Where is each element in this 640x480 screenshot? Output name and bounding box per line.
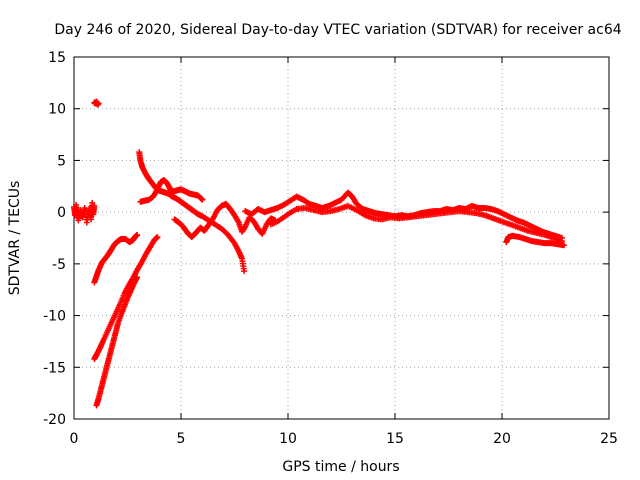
segment-parallel-lower <box>267 202 565 245</box>
segment-arc-upper <box>91 231 141 286</box>
segment-early-block <box>71 199 98 226</box>
data-point <box>134 274 141 281</box>
segment-mid-dip <box>171 200 279 240</box>
y-tick-label: -20 <box>43 412 66 428</box>
data-point <box>241 268 248 275</box>
x-tick-label: 5 <box>177 431 186 447</box>
y-tick-label: 10 <box>48 102 66 118</box>
y-tick-label: 5 <box>57 153 66 169</box>
y-axis-label: SDTVAR / TECUs <box>7 181 23 296</box>
x-tick-labels: 0 5 10 15 20 25 <box>70 431 618 447</box>
data-point <box>561 242 568 249</box>
y-tick-label: -15 <box>43 360 66 376</box>
x-tick-label: 10 <box>279 431 297 447</box>
x-tick-label: 0 <box>70 431 79 447</box>
data-point <box>95 100 102 107</box>
segment-late-offset <box>503 232 568 249</box>
chart-title: Day 246 of 2020, Sidereal Day-to-day VTE… <box>54 22 621 38</box>
data-point <box>198 195 205 202</box>
y-tick-label: -5 <box>52 257 66 273</box>
segment-high-outlier <box>91 98 102 108</box>
data-point <box>154 233 161 240</box>
data-point <box>134 231 141 238</box>
data-point <box>199 196 206 203</box>
y-tick-label: 15 <box>48 50 66 66</box>
segment-steep-lower <box>93 274 141 409</box>
y-tick-label: 0 <box>57 205 66 221</box>
x-tick-label: 25 <box>600 431 618 447</box>
data-marks <box>71 98 568 409</box>
y-tick-labels: -20 -15 -10 -5 0 5 10 15 <box>43 50 66 428</box>
x-tick-label: 20 <box>493 431 511 447</box>
x-tick-label: 15 <box>386 431 404 447</box>
plot-frame <box>73 56 610 420</box>
data-point <box>91 202 98 209</box>
segment-main-trace <box>242 189 565 241</box>
x-axis-label: GPS time / hours <box>282 459 399 475</box>
grid <box>74 57 609 419</box>
y-tick-label: -10 <box>43 309 66 325</box>
segment-bump-3-4 <box>137 177 206 205</box>
